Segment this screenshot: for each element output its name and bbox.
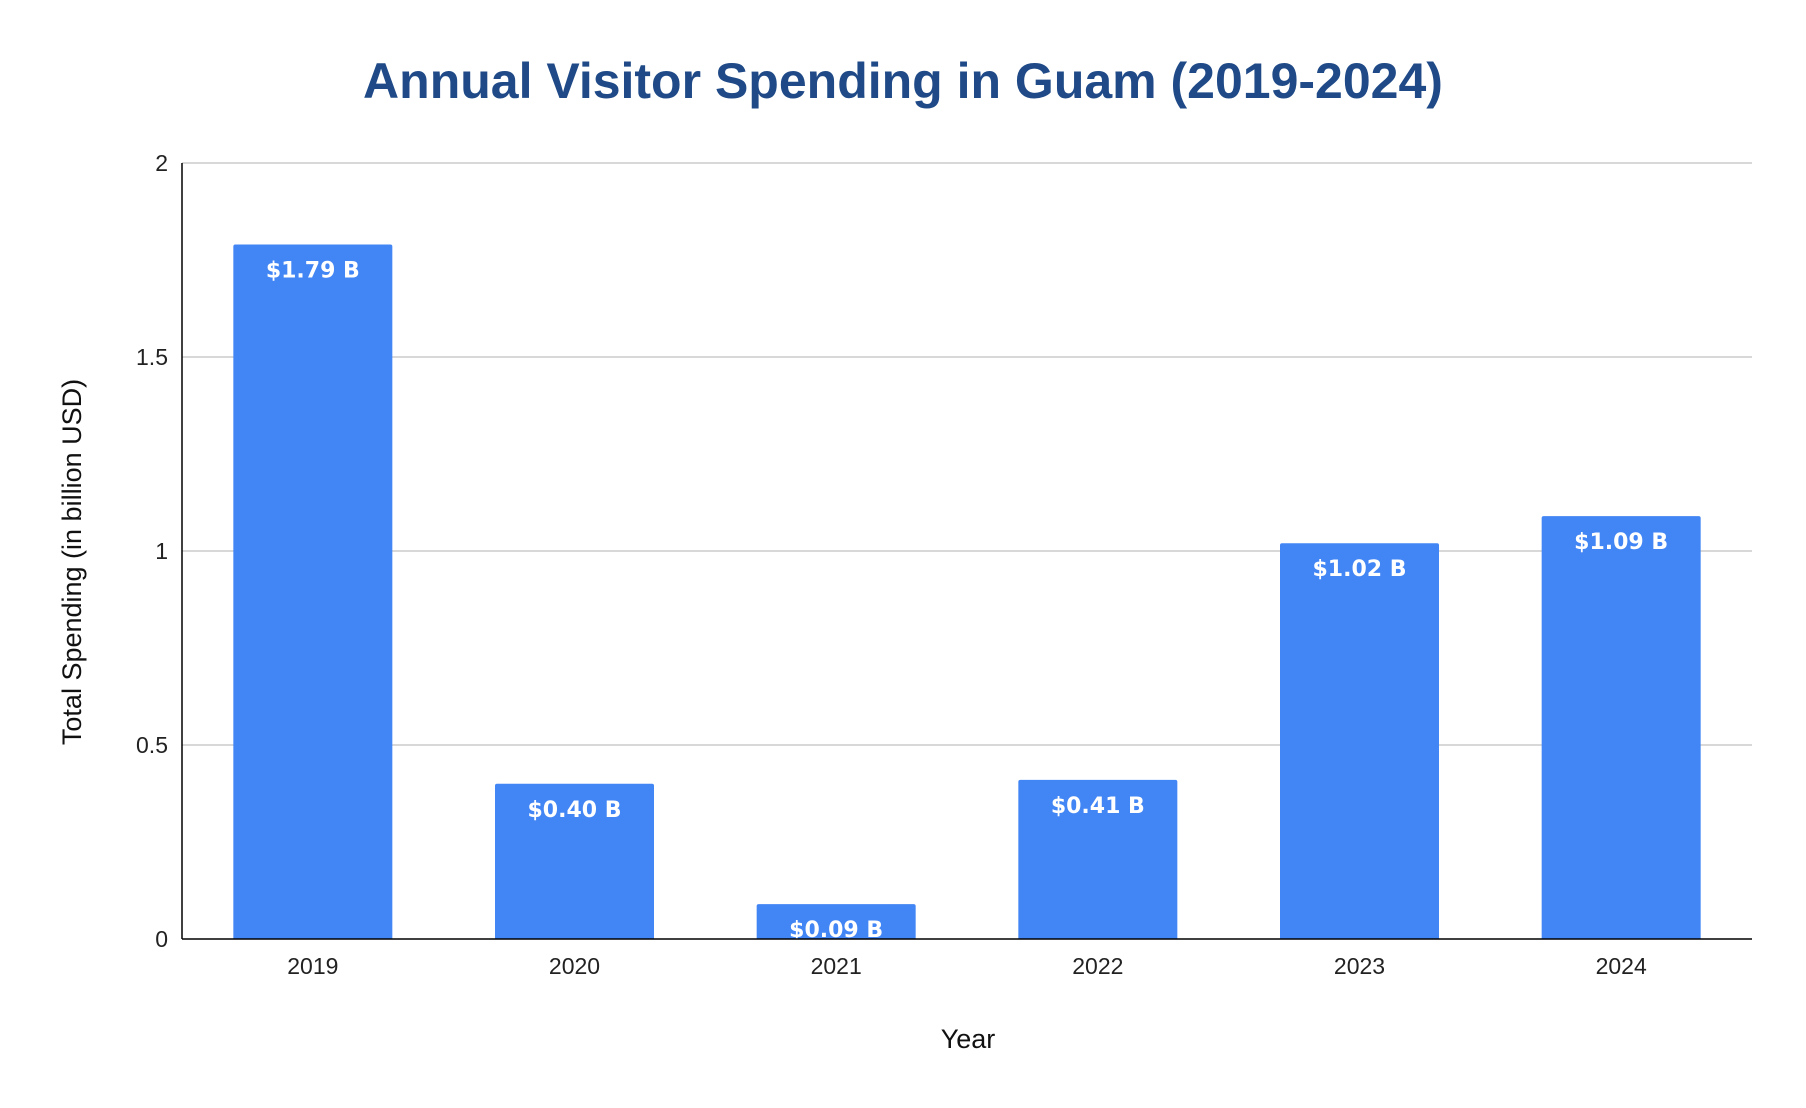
bar-2020 <box>495 783 654 939</box>
data-label-2019: $1.79 B <box>266 258 360 283</box>
x-tick-label-2019: 2019 <box>287 953 338 979</box>
bar-2019 <box>233 244 393 940</box>
y-tick-label: 0.5 <box>136 732 168 758</box>
x-tick-labels: 2019 2020 2021 2022 2023 2024 <box>287 953 1647 979</box>
data-label-2022: $0.41 B <box>1051 794 1145 819</box>
bar-2024 <box>1541 516 1701 939</box>
bar-2021 <box>756 904 916 939</box>
y-tick-label: 0 <box>155 926 168 952</box>
bars <box>233 244 1701 940</box>
x-tick-label-2021: 2021 <box>811 953 862 979</box>
data-label-2023: $1.02 B <box>1312 557 1406 582</box>
chart-title: Annual Visitor Spending in Guam (2019-20… <box>363 53 1443 109</box>
bar-2023 <box>1280 543 1439 939</box>
y-tick-label: 1 <box>155 538 168 564</box>
x-tick-label-2024: 2024 <box>1596 953 1647 979</box>
y-tick-label: 1.5 <box>136 344 168 370</box>
y-tick-label: 2 <box>155 150 168 176</box>
y-axis-title: Total Spending (in billion USD) <box>57 379 87 745</box>
x-axis-title: Year <box>941 1024 996 1054</box>
x-tick-label-2023: 2023 <box>1334 953 1385 979</box>
axes <box>181 163 1752 940</box>
x-tick-label-2020: 2020 <box>549 953 600 979</box>
data-label-2020: $0.40 B <box>527 798 621 823</box>
data-label-2024: $1.09 B <box>1574 530 1668 555</box>
data-labels: $1.79 B$0.40 B$0.09 B$0.41 B$1.02 B$1.09… <box>266 258 1668 943</box>
bar-2022 <box>1018 779 1178 939</box>
y-tick-labels: 0 0.5 1 1.5 2 <box>136 150 168 952</box>
x-tick-label-2022: 2022 <box>1072 953 1123 979</box>
grid-lines <box>182 162 1752 746</box>
